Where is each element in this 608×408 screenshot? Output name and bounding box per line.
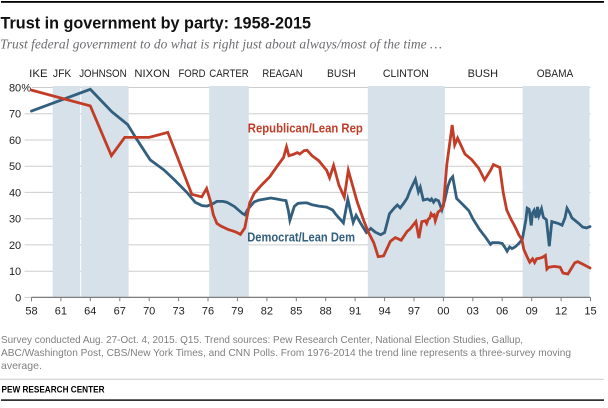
svg-text:70: 70 xyxy=(9,109,21,121)
svg-text:CLINTON: CLINTON xyxy=(383,68,429,80)
svg-text:58: 58 xyxy=(25,306,37,318)
svg-text:%: % xyxy=(21,83,31,95)
svg-text:09: 09 xyxy=(526,306,538,318)
svg-text:94: 94 xyxy=(378,306,390,318)
svg-text:50: 50 xyxy=(9,161,21,173)
svg-text:ABC/Washington Post, CBS/New Y: ABC/Washington Post, CBS/New York Times,… xyxy=(1,347,571,359)
svg-text:average.: average. xyxy=(1,360,42,372)
svg-text:Trust in government by party:: Trust in government by party: 1958-2015 xyxy=(1,13,312,32)
svg-text:0: 0 xyxy=(15,292,21,304)
svg-text:03: 03 xyxy=(467,306,479,318)
svg-text:PEW RESEARCH CENTER: PEW RESEARCH CENTER xyxy=(2,385,105,396)
svg-text:FORD: FORD xyxy=(178,68,205,80)
svg-text:JOHNSON: JOHNSON xyxy=(79,68,126,80)
svg-text:80: 80 xyxy=(9,83,21,95)
svg-text:61: 61 xyxy=(55,306,67,318)
svg-text:88: 88 xyxy=(320,306,332,318)
svg-text:10: 10 xyxy=(9,266,21,278)
svg-text:Republican/Lean Rep: Republican/Lean Rep xyxy=(248,120,363,135)
svg-text:OBAMA: OBAMA xyxy=(537,68,574,80)
svg-text:15: 15 xyxy=(584,306,596,318)
svg-text:82: 82 xyxy=(261,306,273,318)
svg-text:Democrat/Lean Dem: Democrat/Lean Dem xyxy=(247,230,355,245)
svg-text:76: 76 xyxy=(202,306,214,318)
svg-text:CARTER: CARTER xyxy=(209,68,249,80)
svg-text:85: 85 xyxy=(290,306,302,318)
svg-text:06: 06 xyxy=(496,306,508,318)
svg-text:79: 79 xyxy=(231,306,243,318)
svg-text:20: 20 xyxy=(9,240,21,252)
svg-text:60: 60 xyxy=(9,135,21,147)
svg-text:40: 40 xyxy=(9,187,21,199)
svg-text:BUSH: BUSH xyxy=(468,68,498,80)
svg-text:73: 73 xyxy=(172,306,184,318)
svg-text:67: 67 xyxy=(114,306,126,318)
svg-text:Survey conducted Aug. 27-Oct.: Survey conducted Aug. 27-Oct. 4, 2015. Q… xyxy=(1,334,523,346)
svg-text:12: 12 xyxy=(555,306,567,318)
svg-text:91: 91 xyxy=(349,306,361,318)
svg-text:BUSH: BUSH xyxy=(327,68,356,80)
svg-text:64: 64 xyxy=(84,306,96,318)
svg-text:Trust federal government to do: Trust federal government to do what is r… xyxy=(0,37,442,52)
svg-text:30: 30 xyxy=(9,214,21,226)
svg-text:70: 70 xyxy=(143,306,155,318)
svg-text:97: 97 xyxy=(408,306,420,318)
svg-text:REAGAN: REAGAN xyxy=(262,68,302,80)
svg-text:00: 00 xyxy=(437,306,449,318)
svg-text:JFK: JFK xyxy=(53,68,72,80)
svg-text:IKE: IKE xyxy=(29,68,47,80)
svg-text:NIXON: NIXON xyxy=(134,68,170,80)
